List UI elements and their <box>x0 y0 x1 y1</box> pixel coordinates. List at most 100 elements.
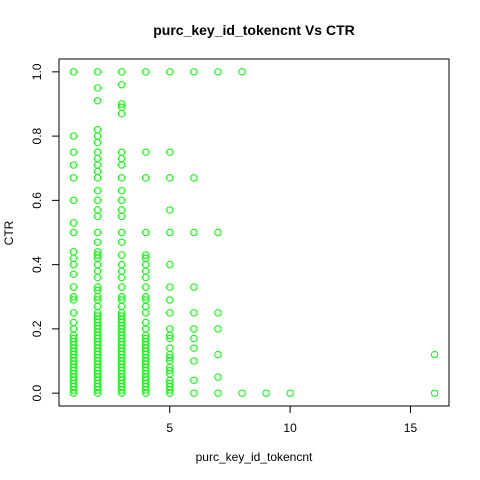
y-tick-label: 0.6 <box>30 192 44 209</box>
data-point <box>117 386 126 394</box>
y-tick-label: 0.8 <box>30 127 44 144</box>
data-point <box>93 389 102 397</box>
y-tick-label: 0.0 <box>30 384 44 401</box>
data-point <box>238 68 246 76</box>
data-point <box>69 174 78 182</box>
y-tick-label: 0.4 <box>30 256 44 273</box>
data-point <box>166 283 174 291</box>
data-point <box>141 273 150 282</box>
data-point <box>141 68 150 76</box>
data-point <box>190 325 198 333</box>
data-point <box>141 283 150 291</box>
data-point <box>141 389 150 397</box>
x-tick-label: 5 <box>166 421 173 435</box>
data-point <box>117 174 126 182</box>
data-point <box>214 389 222 397</box>
data-point <box>214 68 222 76</box>
data-point <box>166 260 174 269</box>
data-point <box>69 68 78 76</box>
data-point <box>166 389 174 397</box>
y-axis-label: CTR <box>2 220 16 245</box>
data-point <box>117 187 126 195</box>
data-point <box>93 68 102 76</box>
data-point <box>286 389 294 397</box>
data-point <box>430 389 439 397</box>
data-point <box>166 228 174 237</box>
data-point <box>190 376 198 384</box>
chart-title: purc_key_id_tokencnt Vs CTR <box>153 22 355 38</box>
y-tick-label: 1.0 <box>30 63 44 80</box>
data-point <box>93 238 102 246</box>
data-point <box>166 148 174 156</box>
data-point <box>69 132 78 140</box>
data-point <box>166 309 174 317</box>
data-point <box>93 84 102 92</box>
x-axis: 5 10 15 <box>166 406 417 435</box>
data-point <box>166 366 174 375</box>
data-point <box>93 187 102 195</box>
data-point <box>117 389 126 397</box>
data-point <box>117 100 126 108</box>
data-point <box>141 309 150 317</box>
data-point <box>190 174 198 182</box>
data-point <box>69 270 78 278</box>
data-point <box>117 283 126 291</box>
data-point <box>166 174 174 182</box>
data-point <box>166 206 174 214</box>
data-point <box>93 386 102 394</box>
data-point <box>117 161 126 169</box>
data-point <box>117 273 126 282</box>
data-point <box>69 296 78 304</box>
data-point <box>117 81 126 89</box>
data-point <box>69 161 78 169</box>
data-point <box>93 174 102 182</box>
data-point <box>141 148 150 156</box>
data-point <box>141 251 150 259</box>
data-point <box>262 389 270 397</box>
data-point <box>69 309 78 317</box>
data-point <box>117 251 126 259</box>
data-point <box>93 138 102 147</box>
x-tick-label: 10 <box>283 421 297 435</box>
data-point <box>69 283 78 291</box>
data-point <box>141 174 150 182</box>
data-point <box>190 334 198 343</box>
x-tick-label: 15 <box>404 421 418 435</box>
data-point <box>166 386 174 394</box>
y-tick-label: 0.2 <box>30 320 44 337</box>
data-point <box>214 309 222 317</box>
data-point <box>69 260 78 269</box>
data-point <box>190 357 198 365</box>
data-point <box>166 334 174 343</box>
data-point <box>238 389 246 397</box>
data-point <box>141 228 150 237</box>
data-point <box>93 273 102 282</box>
data-point <box>214 228 222 237</box>
data-point <box>93 212 102 221</box>
data-point <box>93 293 102 301</box>
data-point <box>190 283 198 291</box>
data-point <box>69 148 78 156</box>
data-point <box>141 293 150 301</box>
data-point <box>93 196 102 205</box>
data-point <box>93 97 102 105</box>
plot-frame <box>58 58 450 407</box>
x-axis-label: purc_key_id_tokencnt <box>196 450 313 464</box>
data-point <box>190 228 198 237</box>
data-point <box>69 196 78 205</box>
data-point <box>430 350 439 359</box>
data-point <box>69 389 78 397</box>
data-point <box>93 251 102 259</box>
data-point <box>190 309 198 317</box>
data-point <box>166 354 174 362</box>
data-point <box>117 196 126 205</box>
data-point <box>69 219 78 227</box>
data-point <box>69 293 78 301</box>
data-point <box>117 293 126 301</box>
data-point <box>117 212 126 221</box>
data-point <box>117 68 126 76</box>
data-point <box>93 283 102 291</box>
data-point <box>190 68 198 76</box>
